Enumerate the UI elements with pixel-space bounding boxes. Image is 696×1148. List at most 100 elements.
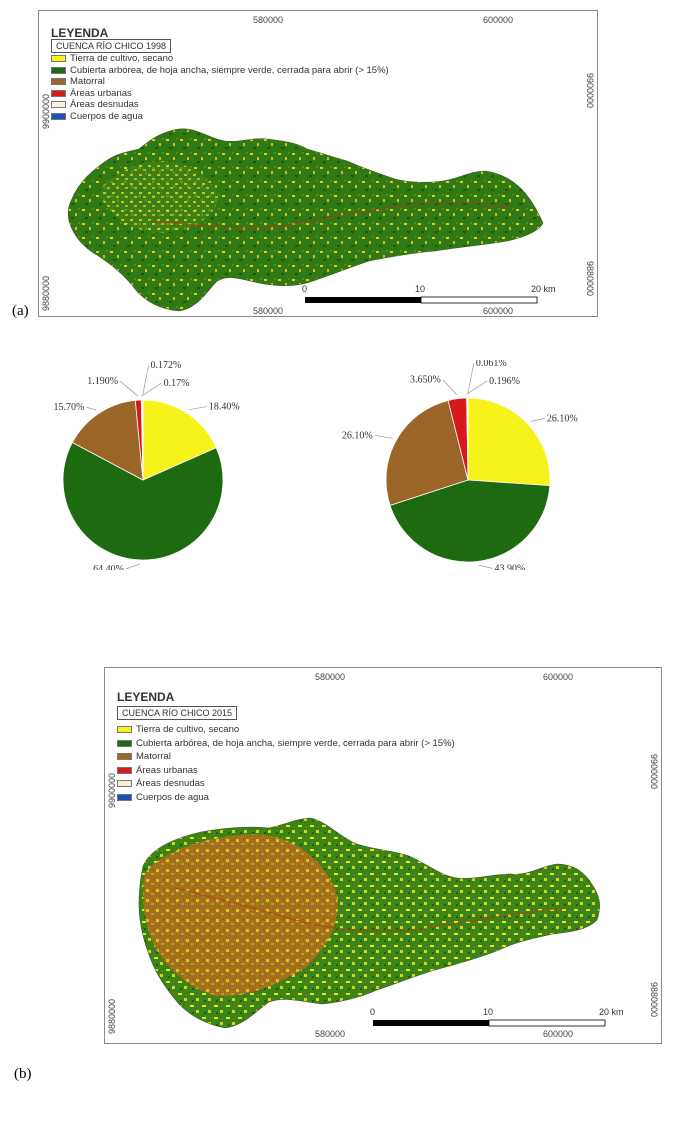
scale-bar-a [305, 296, 538, 304]
left-coord-a-2: 9880000 [41, 275, 51, 311]
top-coord-b-1: 580000 [315, 672, 346, 682]
watershed-2015-west-shrub [143, 834, 338, 997]
legend-swatch [51, 101, 66, 108]
bottom-coord-a-1: 580000 [253, 306, 284, 316]
pie-slice [62, 441, 224, 561]
legend-swatch [51, 55, 66, 62]
pie-leader-line [478, 565, 493, 569]
legend-swatch [51, 66, 66, 74]
legend-label: Matorral [136, 751, 171, 762]
legend-item: Áreas urbanas [117, 765, 198, 776]
scale-label-b-10: 10 [483, 1007, 494, 1017]
scale-label-a-10: 10 [415, 284, 426, 294]
legend-label: Áreas urbanas [136, 764, 198, 776]
legend-item: Áreas desnudas [51, 99, 139, 110]
pie-slice [71, 399, 144, 481]
legend-box-a: CUENCA RÍO CHICO 1998 [51, 39, 172, 53]
left-coord-b-1: 9900000 [107, 772, 117, 808]
legend-swatch [51, 112, 66, 120]
pie-slice [141, 399, 144, 481]
pie-slice [142, 399, 217, 481]
legend-swatch [51, 78, 66, 85]
legend-label: Tierra de cultivo, secano [136, 724, 240, 735]
pie-data-label: 0.061% [476, 360, 507, 369]
river-2015-line [174, 887, 566, 933]
legend-label: Matorral [70, 76, 105, 87]
legend-title-a: LEYENDA [51, 26, 109, 40]
bottom-coord-b-1: 580000 [315, 1029, 346, 1039]
legend-title-b: LEYENDA [117, 690, 175, 704]
scale-label-b-20: 20 km [599, 1007, 624, 1017]
right-coord-b-1: 9900000 [649, 754, 659, 790]
pie-slice [389, 479, 551, 563]
left-coord-a-1: 9900000 [41, 93, 51, 129]
legend-label: Áreas urbanas [70, 87, 132, 99]
legend-item: Tierra de cultivo, secano [51, 53, 173, 64]
bottom-coord-a-2: 600000 [483, 306, 514, 316]
legend-swatch [117, 739, 132, 747]
pie-leader-line [442, 379, 458, 395]
pie-leader-line [142, 364, 149, 397]
pie-leader-line [467, 362, 475, 395]
legend-item: Cuerpos de agua [51, 111, 143, 122]
pie-data-label: 15.70% [53, 402, 84, 413]
right-coord-b-2: 9880000 [649, 982, 659, 1018]
panel-label-a: (a) [12, 303, 29, 319]
top-coord-a-1: 580000 [253, 15, 284, 25]
legend-item: Áreas desnudas [117, 778, 205, 789]
pie-leader-line [141, 382, 162, 397]
pie-slice [385, 399, 469, 506]
pie-slice [467, 397, 551, 487]
scale-label-a-0: 0 [302, 284, 308, 294]
left-coord-b-2: 9880000 [107, 998, 117, 1034]
scale-label-b-0: 0 [370, 1007, 376, 1017]
pie-leader-line [119, 380, 139, 397]
map-a-frame: LEYENDA CUENCA RÍO CHICO 1998 Tierra de … [38, 10, 598, 317]
legend-item: Matorral [117, 751, 171, 762]
map-b-frame: LEYENDA CUENCA RÍO CHICO 2015 Tierra de … [104, 667, 662, 1044]
scale-label-a-20: 20 km [531, 284, 556, 294]
legend-box-b: CUENCA RÍO CHICO 2015 [117, 706, 238, 720]
top-coord-b-2: 600000 [543, 672, 574, 682]
pie-leader-line [374, 435, 393, 439]
pie-leader-line [530, 418, 545, 422]
pie-data-label: 18.40% [209, 402, 240, 413]
pie-chart-1998: 18.40% 64.40% 15.70% 1.190% 0.17% 0.172% [10, 360, 270, 575]
pie-data-label: 26.10% [547, 413, 578, 424]
pie-chart-2015: 26.10% 43.90% 26.10% 3.650% 0.196% 0.061% [330, 358, 600, 575]
legend-swatch [51, 89, 66, 97]
legend-label: Áreas desnudas [70, 99, 139, 110]
legend-label: Cubierta arbórea, de hoja ancha, siempre… [136, 737, 455, 749]
legend-label: Cuerpos de agua [136, 791, 209, 803]
scale-bar-b [373, 1019, 606, 1027]
pie-data-label: 1.190% [87, 376, 118, 387]
pie-leader-line [466, 380, 488, 395]
legend-item: Cubierta arbórea, de hoja ancha, siempre… [117, 738, 455, 749]
panel-label-b: (b) [14, 1066, 32, 1082]
pie-data-label: 64.40% [93, 564, 124, 570]
legend-item: Cubierta arbórea, de hoja ancha, siempre… [51, 65, 389, 76]
legend-swatch [117, 753, 132, 760]
right-coord-a-1: 9900000 [585, 73, 595, 109]
pie-data-label: 43.90% [495, 563, 526, 570]
pie-data-label: 0.17% [164, 378, 190, 389]
legend-label: Áreas desnudas [136, 778, 205, 789]
pie-data-label: 0.196% [489, 376, 520, 387]
legend-swatch [117, 726, 132, 733]
pie-data-label: 0.172% [151, 360, 182, 371]
pie-data-label: 26.10% [342, 430, 373, 441]
pie-leader-line [125, 563, 141, 570]
top-coord-a-2: 600000 [483, 15, 514, 25]
legend-label: Tierra de cultivo, secano [70, 53, 174, 64]
pie-data-label: 3.650% [410, 375, 441, 386]
pie-leader-line [188, 406, 207, 410]
legend-swatch [117, 793, 132, 801]
legend-label: Cubierta arbórea, de hoja ancha, siempre… [70, 64, 389, 76]
legend-item: Tierra de cultivo, secano [117, 724, 239, 735]
pie-leader-line [86, 406, 97, 411]
legend-swatch [117, 766, 132, 774]
river-1998-line [148, 202, 510, 229]
right-coord-a-2: 9880000 [585, 261, 595, 297]
legend-item: Áreas urbanas [51, 88, 132, 99]
watershed-1998-west-lobe [99, 161, 219, 233]
